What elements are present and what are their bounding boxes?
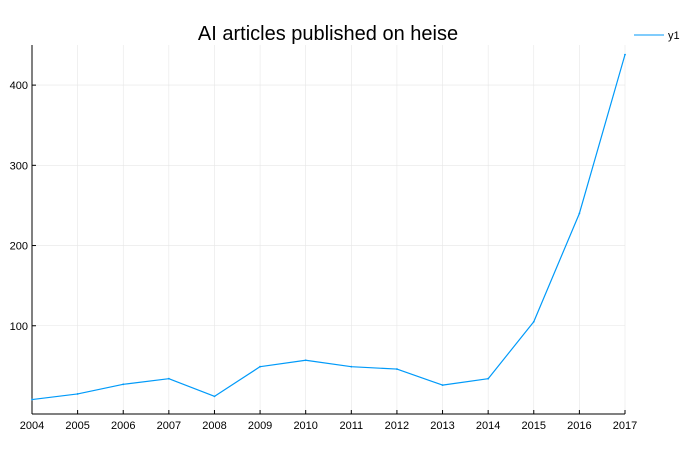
- x-tick-label: 2006: [111, 420, 135, 432]
- series-line-y1: [31, 54, 626, 401]
- x-tick-label: 2004: [20, 420, 44, 432]
- data-point: [122, 383, 125, 386]
- legend-label: y1: [668, 30, 680, 42]
- grid-lines: [31, 45, 626, 414]
- data-point: [396, 368, 398, 370]
- x-tick-label: 2005: [65, 420, 89, 432]
- x-tick-label: 2013: [430, 420, 454, 432]
- data-point: [304, 359, 307, 362]
- data-point: [213, 395, 216, 398]
- x-tick-label: 2007: [157, 420, 181, 432]
- y-tick-label: 400: [10, 80, 28, 92]
- data-point: [578, 212, 581, 215]
- tick-labels: 2004 2005 2006 2007 2008 2009 2010 2011 2012 2013…: [10, 80, 638, 432]
- x-tick-label: 2008: [202, 420, 226, 432]
- x-tick-label: 2011: [339, 420, 363, 432]
- data-point: [31, 398, 33, 401]
- x-tick-label: 2014: [476, 420, 500, 432]
- x-tick-label: 2009: [248, 420, 272, 432]
- data-point: [350, 365, 353, 368]
- data-point: [624, 53, 626, 56]
- x-tick-label: 2012: [385, 420, 409, 432]
- legend: y1: [634, 30, 680, 42]
- data-point: [259, 365, 261, 368]
- x-tick-label: 2015: [522, 420, 546, 432]
- x-tick-label: 2010: [293, 420, 317, 432]
- y-tick-label: 100: [10, 321, 28, 333]
- axes: [31, 45, 626, 415]
- y-tick-label: 300: [10, 160, 28, 172]
- data-point: [441, 384, 444, 387]
- data-point: [167, 377, 170, 380]
- y-tick-label: 200: [10, 241, 28, 253]
- chart-title: AI articles published on heise: [198, 23, 458, 45]
- data-point: [76, 393, 79, 395]
- data-point: [532, 320, 535, 323]
- data-point: [487, 377, 490, 380]
- x-tick-label: 2017: [613, 420, 637, 432]
- x-tick-label: 2016: [567, 420, 591, 432]
- series-lines: [31, 53, 626, 401]
